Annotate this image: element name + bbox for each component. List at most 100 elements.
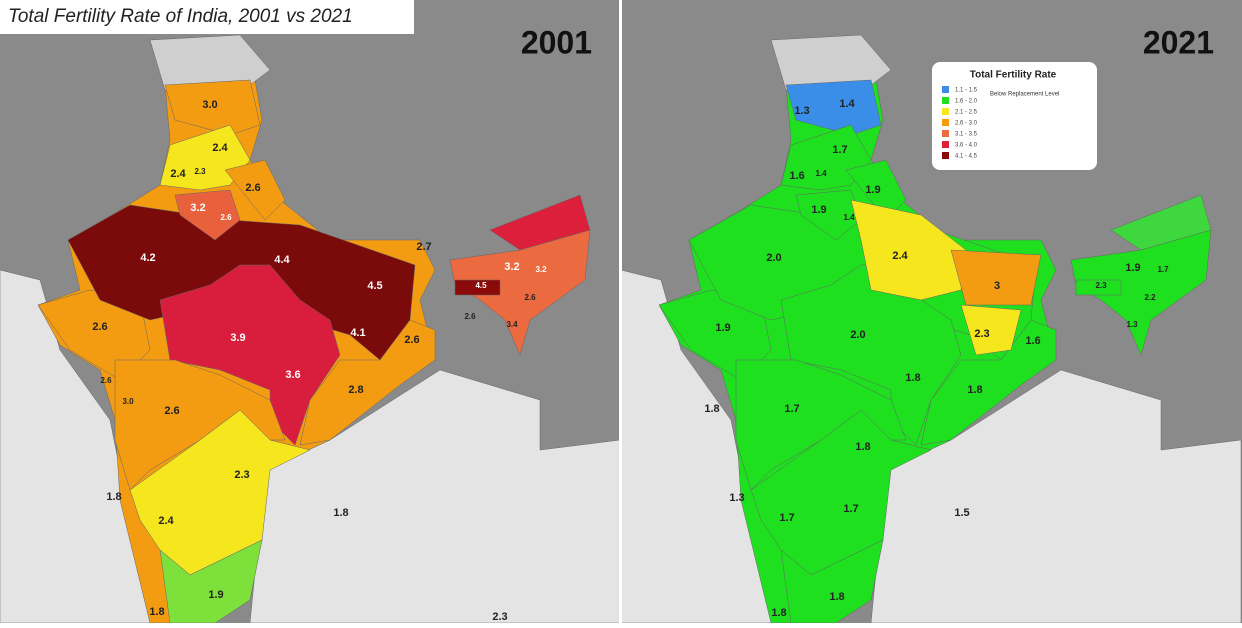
region-east	[920, 319, 1057, 446]
region-value: 1.8	[333, 507, 348, 519]
region-value: 2.3	[194, 167, 206, 176]
region-value: 1.4	[843, 213, 855, 222]
title: Total Fertility Rate of India, 2001 vs 2…	[8, 6, 353, 27]
region-value: 2.3	[234, 469, 249, 481]
region-jk	[164, 79, 261, 136]
region-highlight	[960, 304, 1022, 356]
region-value: 3.2	[504, 261, 519, 273]
region-value: 3.9	[230, 332, 245, 344]
panel-2001: 3.0 2.4 2.4 2.3 2.6 3.2 2.6 4.2 4.4 4.5 4.1 3.9 3.6 2…	[0, 34, 621, 624]
region-value: 1.4	[839, 98, 855, 110]
region-value: 4.5	[367, 280, 382, 292]
region-south	[129, 409, 311, 576]
legend-swatch	[942, 152, 949, 159]
region-uttarakhand	[845, 159, 907, 221]
legend-item: 3.6 - 4.0	[955, 143, 978, 149]
region-haryana	[795, 189, 862, 241]
region-value: 2.3	[492, 611, 507, 623]
region-kashmir	[149, 34, 271, 91]
region-meghalaya	[454, 279, 501, 296]
region-value: 2.7	[416, 241, 431, 253]
region-value: 1.8	[855, 441, 870, 453]
legend-item: 1.1 - 1.5	[955, 88, 978, 94]
panel-2021: 1.3 1.4 1.7 1.6 1.4 1.9 1.9 1.4 2.0 2.4 3 1.9 1.7 2.3…	[620, 34, 1242, 624]
region-value: 2.6	[524, 293, 536, 302]
region-value: 2.4	[212, 142, 228, 154]
region-value: 1.3	[794, 105, 809, 117]
region-value: 1.9	[208, 589, 223, 601]
region-central	[159, 264, 341, 446]
region-value: 2.4	[892, 250, 908, 262]
region-value: 1.7	[784, 403, 799, 415]
region-value: 1.6	[789, 170, 804, 182]
region-arunachal	[489, 194, 591, 251]
region-punjab	[780, 124, 872, 191]
region-value: 2.6	[220, 213, 232, 222]
region-value: 3.0	[122, 397, 134, 406]
legend-swatch	[942, 86, 949, 93]
legend-item: 3.1 - 3.5	[955, 132, 978, 138]
legend-swatch	[942, 108, 949, 115]
region-haryana	[174, 189, 241, 241]
region-value: 1.9	[865, 184, 880, 196]
region-value: 1.9	[811, 204, 826, 216]
region-value: 1.7	[1157, 265, 1169, 274]
legend-note: Below Replacement Level	[990, 92, 1059, 98]
year-label: 2021	[1143, 24, 1214, 60]
region-highlight	[950, 249, 1042, 306]
region-value: 2.3	[1095, 281, 1107, 290]
region-east	[299, 319, 436, 446]
legend-item: 2.1 - 2.5	[955, 110, 978, 116]
region-value: 1.7	[779, 512, 794, 524]
region-kashmir	[770, 34, 892, 91]
region-value: 1.9	[715, 322, 730, 334]
legend-item: 1.6 - 2.0	[955, 99, 978, 105]
region-value: 1.5	[954, 507, 969, 519]
region-value: 1.8	[704, 403, 719, 415]
legend-swatch	[942, 130, 949, 137]
region-west	[37, 289, 151, 381]
region-value: 4.5	[475, 281, 487, 290]
legend: Total Fertility Rate Below Replacement L…	[932, 62, 1097, 170]
region-jk	[785, 79, 882, 136]
region-value: 1.8	[106, 491, 121, 503]
legend-item: 2.6 - 3.0	[955, 121, 978, 127]
region-value: 4.4	[274, 254, 290, 266]
region-value: 2.3	[974, 328, 989, 340]
legend-item: 4.1 - 4.5	[955, 154, 978, 160]
title-box	[0, 0, 414, 34]
region-value: 2.2	[1144, 293, 1156, 302]
region-value: 2.4	[170, 168, 186, 180]
region-value: 2.6	[245, 182, 260, 194]
region-value: 3.2	[535, 265, 547, 274]
region-value: 1.8	[771, 607, 786, 619]
region-value: 1.3	[1126, 320, 1138, 329]
region-arunachal	[1110, 194, 1212, 251]
region-value: 1.3	[729, 492, 744, 504]
region-value: 1.8	[905, 372, 920, 384]
region-value: 2.6	[404, 334, 419, 346]
region-value: 3.4	[506, 320, 518, 329]
region-value: 2.0	[850, 329, 865, 341]
region-value: 3	[994, 280, 1000, 292]
region-value: 2.6	[92, 321, 107, 333]
legend-swatch	[942, 141, 949, 148]
region-value: 3.6	[285, 369, 300, 381]
region-south	[750, 409, 932, 576]
legend-swatch	[942, 119, 949, 126]
region-west	[658, 289, 772, 381]
region-value: 1.7	[832, 144, 847, 156]
region-value: 1.6	[1025, 335, 1040, 347]
legend-box	[932, 62, 1097, 170]
legend-swatch	[942, 97, 949, 104]
region-value: 2.4	[158, 515, 174, 527]
region-value: 1.8	[829, 591, 844, 603]
region-value: 1.4	[815, 169, 827, 178]
region-value: 3.2	[190, 202, 205, 214]
region-value: 2.6	[100, 376, 112, 385]
region-meghalaya	[1075, 279, 1122, 296]
region-highlight	[850, 199, 967, 301]
region-value: 2.6	[464, 312, 476, 321]
year-label: 2001	[521, 24, 592, 60]
